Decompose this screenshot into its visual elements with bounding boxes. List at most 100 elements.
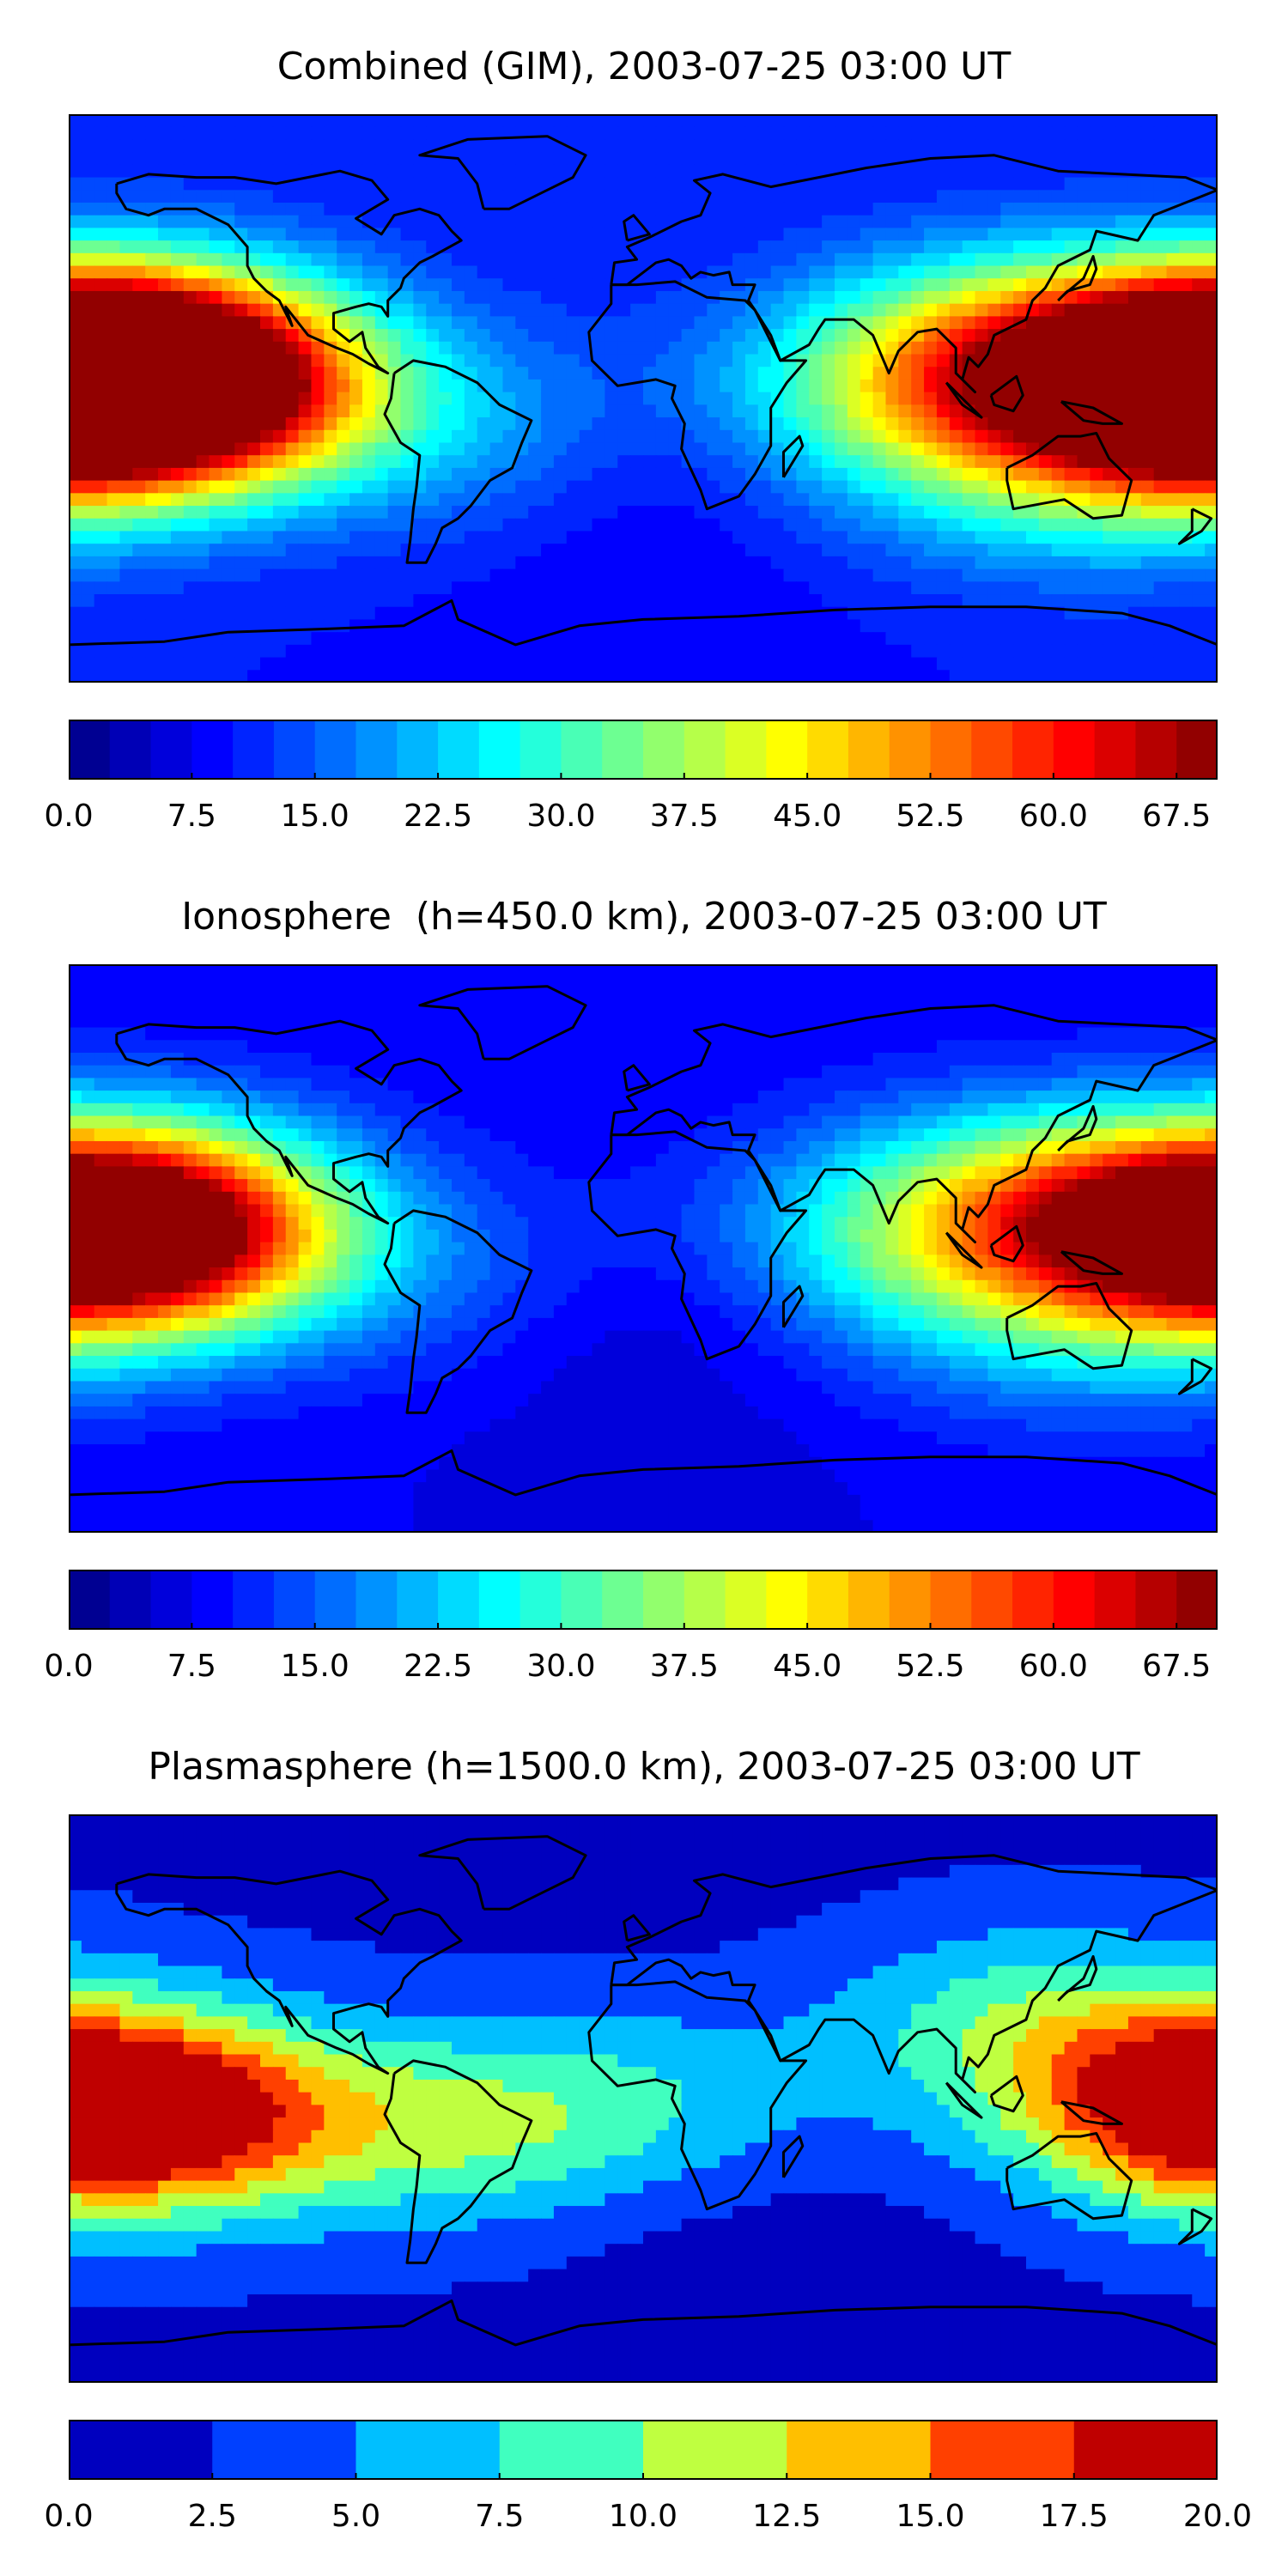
field-cell bbox=[272, 1078, 287, 1091]
field-cell bbox=[1038, 367, 1053, 380]
field-cell bbox=[732, 964, 746, 978]
field-cell bbox=[311, 139, 325, 153]
field-cell bbox=[541, 442, 555, 456]
field-cell bbox=[757, 480, 772, 494]
field-cell bbox=[94, 252, 108, 267]
field-cell bbox=[361, 518, 376, 532]
field-cell bbox=[885, 329, 899, 343]
field-cell bbox=[132, 657, 146, 671]
field-cell bbox=[413, 493, 427, 507]
field-cell bbox=[222, 493, 235, 507]
field-cell bbox=[361, 252, 376, 267]
field-cell bbox=[720, 480, 733, 494]
field-cell bbox=[145, 455, 159, 469]
field-cell bbox=[94, 240, 108, 254]
field-cell bbox=[145, 190, 159, 204]
field-cell bbox=[1038, 581, 1053, 595]
field-cell bbox=[962, 202, 976, 216]
field-cell bbox=[643, 404, 657, 418]
field-cell bbox=[361, 1040, 376, 1054]
field-cell bbox=[413, 228, 427, 241]
field-cell bbox=[1103, 594, 1116, 608]
field-cell bbox=[183, 480, 197, 494]
field-cell bbox=[720, 202, 733, 216]
field-cell bbox=[605, 354, 618, 368]
field-cell bbox=[592, 493, 605, 507]
field-cell bbox=[694, 392, 708, 405]
field-cell bbox=[285, 252, 300, 267]
field-cell bbox=[81, 594, 95, 608]
field-cell bbox=[822, 594, 835, 608]
field-cell bbox=[643, 392, 657, 405]
field-cell bbox=[783, 670, 797, 683]
field-cell bbox=[783, 442, 797, 456]
field-cell bbox=[822, 976, 835, 991]
field-cell bbox=[1064, 632, 1078, 646]
field-cell bbox=[158, 544, 172, 557]
field-cell bbox=[311, 379, 325, 393]
field-cell bbox=[145, 556, 159, 570]
field-cell bbox=[209, 164, 222, 179]
field-cell bbox=[1153, 392, 1168, 405]
field-cell bbox=[1038, 455, 1053, 469]
field-cell bbox=[464, 164, 478, 179]
field-cell bbox=[515, 619, 529, 633]
field-cell bbox=[617, 568, 631, 582]
field-cell bbox=[617, 1052, 631, 1066]
field-cell bbox=[69, 316, 82, 330]
field-cell bbox=[311, 657, 325, 671]
field-cell bbox=[1179, 506, 1193, 519]
field-cell bbox=[541, 1052, 555, 1066]
field-cell bbox=[987, 228, 1001, 241]
field-cell bbox=[655, 644, 670, 659]
field-cell bbox=[822, 265, 835, 279]
field-cell bbox=[234, 429, 248, 444]
field-cell bbox=[1064, 657, 1078, 671]
field-cell bbox=[400, 190, 414, 204]
field-cell bbox=[592, 1078, 605, 1091]
field-cell bbox=[566, 606, 580, 621]
field-cell bbox=[1090, 442, 1103, 456]
field-cell bbox=[1038, 417, 1053, 431]
field-cell bbox=[439, 644, 453, 659]
field-cell bbox=[835, 228, 848, 241]
field-cell bbox=[298, 341, 313, 355]
field-cell bbox=[170, 290, 185, 305]
field-cell bbox=[145, 1002, 159, 1016]
field-cell bbox=[1051, 531, 1066, 544]
field-cells bbox=[69, 964, 1218, 1533]
field-cell bbox=[1000, 518, 1014, 532]
field-cell bbox=[1026, 329, 1040, 343]
field-cell bbox=[847, 228, 861, 241]
colorbar-swatch bbox=[478, 720, 521, 780]
field-cell bbox=[732, 657, 746, 671]
field-cell bbox=[1192, 303, 1206, 317]
field-cell bbox=[324, 531, 337, 544]
field-cell bbox=[796, 480, 810, 494]
field-cell bbox=[630, 506, 644, 519]
field-cell bbox=[949, 976, 963, 991]
field-cell bbox=[847, 632, 861, 646]
field-cell bbox=[835, 329, 848, 343]
field-cell bbox=[145, 240, 159, 254]
field-cell bbox=[744, 341, 759, 355]
field-cell bbox=[528, 341, 542, 355]
field-cell bbox=[655, 240, 670, 254]
field-cell bbox=[183, 568, 197, 582]
field-cell bbox=[757, 976, 772, 991]
field-cell bbox=[553, 114, 568, 128]
field-cell bbox=[324, 606, 337, 621]
field-cell bbox=[452, 303, 465, 317]
field-cell bbox=[566, 379, 580, 393]
field-cell bbox=[655, 568, 670, 582]
colorbar-swatch bbox=[683, 720, 726, 780]
field-cell bbox=[835, 619, 848, 633]
field-cell bbox=[106, 1014, 121, 1029]
field-cell bbox=[949, 480, 963, 494]
field-cell bbox=[489, 1014, 504, 1029]
field-cell bbox=[272, 215, 287, 228]
field-cell bbox=[298, 1040, 313, 1054]
field-cell bbox=[668, 531, 683, 544]
field-cell bbox=[1103, 139, 1116, 153]
field-cell bbox=[94, 265, 108, 279]
